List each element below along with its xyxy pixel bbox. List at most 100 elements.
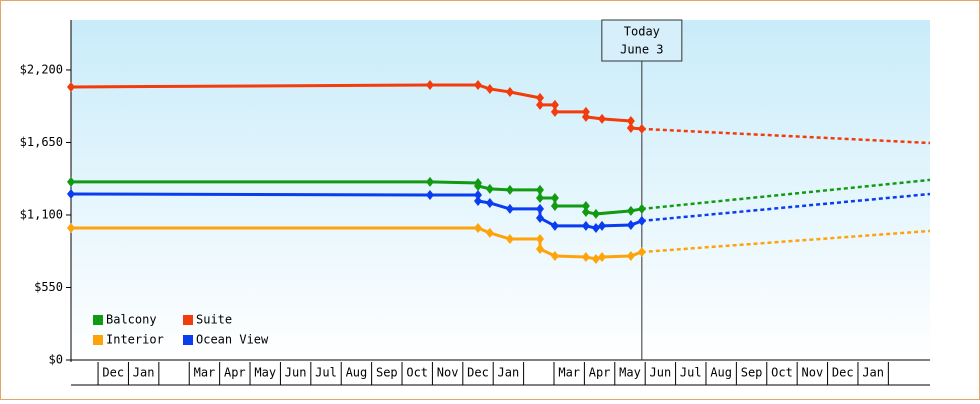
legend-swatch — [183, 335, 193, 345]
x-tick-label: Apr — [224, 366, 246, 380]
legend-swatch — [93, 335, 103, 345]
price-marker — [637, 247, 646, 258]
price-marker — [591, 223, 600, 234]
price-marker — [474, 79, 483, 90]
x-tick-label: Apr — [589, 366, 611, 380]
x-tick-label: Jan — [498, 366, 520, 380]
price-marker — [550, 106, 559, 117]
price-marker — [474, 189, 483, 200]
price-marker — [425, 176, 434, 187]
x-tick-label: Dec — [467, 366, 489, 380]
price-marker — [626, 115, 635, 126]
price-marker — [425, 79, 434, 90]
price-marker — [550, 99, 559, 110]
price-marker — [505, 203, 514, 214]
price-marker — [581, 111, 590, 122]
price-marker — [550, 220, 559, 231]
y-tick-label: $2,200 — [20, 62, 63, 76]
legend-label: Ocean View — [196, 333, 269, 347]
price-marker — [550, 250, 559, 261]
x-tick-label: May — [254, 366, 276, 380]
price-marker — [581, 220, 590, 231]
price-marker — [67, 176, 75, 187]
x-tick-label: Dec — [832, 366, 854, 380]
legend-swatch — [183, 315, 193, 325]
x-tick-label: Sep — [376, 366, 398, 380]
today-label: Today — [624, 25, 660, 39]
price-marker — [581, 206, 590, 217]
legend-label: Suite — [196, 313, 232, 327]
forecast-line — [641, 192, 931, 223]
price-marker — [536, 213, 545, 224]
price-marker — [505, 184, 514, 195]
price-marker — [536, 192, 545, 203]
x-tick-label: Jul — [315, 366, 337, 380]
x-tick-label: May — [619, 366, 641, 380]
price-marker — [626, 205, 635, 216]
price-marker — [425, 189, 434, 200]
price-marker — [67, 223, 75, 234]
price-marker — [550, 201, 559, 212]
price-marker — [637, 203, 646, 214]
y-tick-label: $1,650 — [20, 135, 63, 149]
price-marker — [485, 83, 494, 94]
x-tick-label: Aug — [346, 366, 368, 380]
x-tick-label: Sep — [741, 366, 763, 380]
price-marker — [536, 203, 545, 214]
x-tick-label: Aug — [710, 366, 732, 380]
price-marker — [67, 81, 75, 92]
x-tick-label: Mar — [558, 366, 580, 380]
x-tick-label: Dec — [102, 366, 124, 380]
price-marker — [536, 99, 545, 110]
price-marker — [591, 254, 600, 265]
y-tick-label: $0 — [49, 353, 63, 367]
legend-swatch — [93, 315, 103, 325]
price-marker — [598, 252, 607, 263]
price-marker — [591, 208, 600, 219]
price-marker — [637, 215, 646, 226]
forecast-line — [641, 127, 931, 145]
forecast-line — [641, 229, 931, 254]
price-marker — [598, 113, 607, 124]
legend-label: Interior — [106, 333, 164, 347]
price-marker — [581, 106, 590, 117]
price-marker — [505, 233, 514, 244]
price-marker — [485, 227, 494, 238]
x-tick-label: Jun — [285, 366, 307, 380]
y-tick-label: $550 — [34, 280, 63, 294]
price-marker — [485, 197, 494, 208]
price-marker — [536, 243, 545, 254]
price-marker — [485, 183, 494, 194]
price-marker — [536, 92, 545, 103]
price-marker — [626, 220, 635, 231]
x-tick-label: Nov — [802, 366, 824, 380]
x-tick-label: Jul — [680, 366, 702, 380]
price-marker — [474, 180, 483, 191]
x-tick-label: Jan — [862, 366, 884, 380]
price-marker — [581, 201, 590, 212]
x-tick-label: Oct — [406, 366, 428, 380]
price-marker — [550, 192, 559, 203]
price-marker — [626, 250, 635, 261]
price-marker — [637, 123, 646, 134]
forecast-line — [641, 178, 931, 211]
x-tick-label: Oct — [771, 366, 793, 380]
legend-label: Balcony — [106, 313, 157, 327]
price-marker — [474, 196, 483, 207]
price-marker — [626, 122, 635, 133]
price-marker — [536, 233, 545, 244]
price-marker — [581, 252, 590, 263]
today-label: June 3 — [620, 43, 663, 57]
price-marker — [536, 184, 545, 195]
x-tick-label: Jun — [650, 366, 672, 380]
price-marker — [474, 223, 483, 234]
price-marker — [67, 189, 75, 200]
price-marker — [505, 86, 514, 97]
price-marker — [598, 220, 607, 231]
x-tick-label: Nov — [437, 366, 459, 380]
y-tick-label: $1,100 — [20, 207, 63, 221]
x-tick-label: Mar — [194, 366, 216, 380]
today-box — [601, 19, 683, 62]
x-tick-label: Jan — [133, 366, 155, 380]
